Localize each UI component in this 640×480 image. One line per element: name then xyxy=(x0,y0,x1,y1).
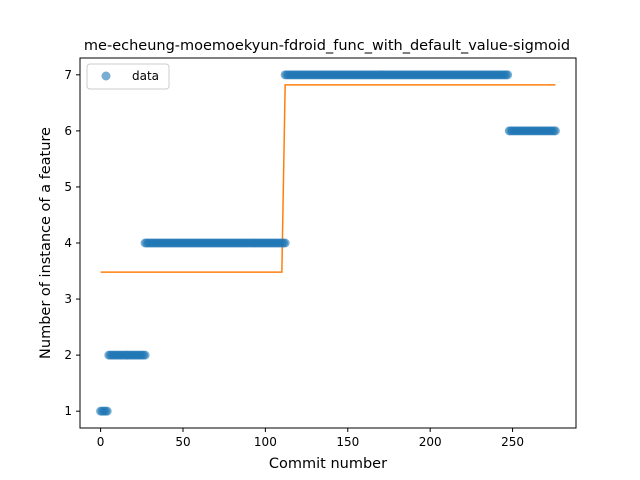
data-point xyxy=(280,238,290,248)
y-tick-label: 4 xyxy=(64,236,72,250)
x-tick-label: 100 xyxy=(254,435,277,449)
legend-box xyxy=(86,63,170,90)
fit-line-group xyxy=(100,84,556,273)
y-tick-label: 3 xyxy=(64,292,72,306)
x-tick-label: 250 xyxy=(501,435,524,449)
legend-marker-data xyxy=(101,71,111,81)
x-tick-label: 200 xyxy=(419,435,442,449)
legend-label-data: data xyxy=(132,69,159,83)
fit-line xyxy=(100,84,556,273)
chart-title: me-echeung-moemoekyun-fdroid_func_with_d… xyxy=(84,38,570,54)
legend: data xyxy=(86,63,170,90)
y-axis-ticks: 1 2 3 4 5 6 7 xyxy=(64,68,80,418)
y-tick-label: 1 xyxy=(64,404,72,418)
plot-area xyxy=(96,70,560,416)
data-point xyxy=(102,406,112,416)
y-tick-label: 2 xyxy=(64,348,72,362)
x-tick-label: 0 xyxy=(97,435,105,449)
y-tick-label: 6 xyxy=(64,124,72,138)
x-axis-ticks: 0 50 100 150 200 250 xyxy=(97,428,524,449)
data-point xyxy=(140,350,150,360)
x-tick-label: 50 xyxy=(175,435,190,449)
data-points xyxy=(96,70,560,416)
data-point xyxy=(550,126,560,136)
x-axis-label: Commit number xyxy=(269,456,387,472)
y-axis-label: Number of instance of a feature xyxy=(38,127,54,359)
y-tick-label: 5 xyxy=(64,180,72,194)
x-tick-label: 150 xyxy=(336,435,359,449)
data-point xyxy=(503,70,513,80)
y-tick-label: 7 xyxy=(64,68,72,82)
